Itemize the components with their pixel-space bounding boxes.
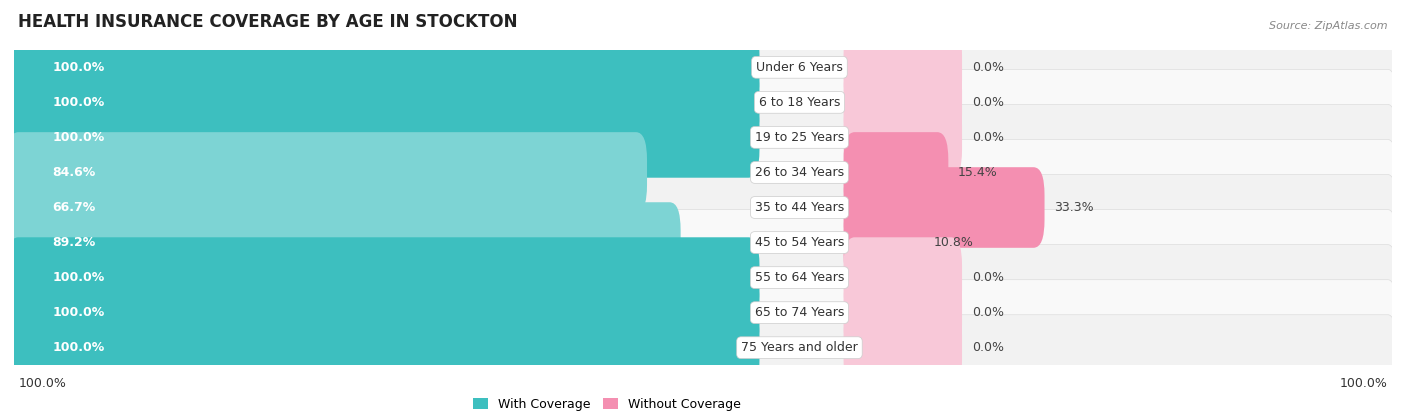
- Text: 100.0%: 100.0%: [52, 131, 105, 144]
- FancyBboxPatch shape: [7, 308, 759, 388]
- Text: 6 to 18 Years: 6 to 18 Years: [759, 96, 841, 109]
- Text: Under 6 Years: Under 6 Years: [756, 61, 842, 74]
- FancyBboxPatch shape: [844, 132, 948, 213]
- FancyBboxPatch shape: [7, 202, 681, 283]
- FancyBboxPatch shape: [7, 27, 759, 107]
- FancyBboxPatch shape: [7, 97, 759, 178]
- Text: HEALTH INSURANCE COVERAGE BY AGE IN STOCKTON: HEALTH INSURANCE COVERAGE BY AGE IN STOC…: [18, 12, 517, 31]
- Text: 15.4%: 15.4%: [957, 166, 998, 179]
- Text: 19 to 25 Years: 19 to 25 Years: [755, 131, 844, 144]
- Text: 89.2%: 89.2%: [52, 236, 96, 249]
- FancyBboxPatch shape: [844, 97, 962, 178]
- FancyBboxPatch shape: [11, 280, 1395, 346]
- FancyBboxPatch shape: [844, 272, 962, 353]
- FancyBboxPatch shape: [7, 272, 759, 353]
- Text: 0.0%: 0.0%: [972, 306, 1004, 319]
- Text: 100.0%: 100.0%: [52, 96, 105, 109]
- Text: 0.0%: 0.0%: [972, 271, 1004, 284]
- Text: 100.0%: 100.0%: [52, 271, 105, 284]
- FancyBboxPatch shape: [844, 62, 962, 143]
- FancyBboxPatch shape: [11, 105, 1395, 170]
- FancyBboxPatch shape: [7, 62, 759, 143]
- FancyBboxPatch shape: [844, 308, 962, 388]
- Text: 100.0%: 100.0%: [52, 306, 105, 319]
- FancyBboxPatch shape: [11, 210, 1395, 276]
- FancyBboxPatch shape: [7, 132, 647, 213]
- Text: 65 to 74 Years: 65 to 74 Years: [755, 306, 844, 319]
- FancyBboxPatch shape: [844, 167, 1045, 248]
- Text: 35 to 44 Years: 35 to 44 Years: [755, 201, 844, 214]
- Legend: With Coverage, Without Coverage: With Coverage, Without Coverage: [468, 393, 745, 415]
- FancyBboxPatch shape: [7, 237, 759, 318]
- Text: 100.0%: 100.0%: [1340, 378, 1388, 391]
- Text: 26 to 34 Years: 26 to 34 Years: [755, 166, 844, 179]
- Text: 0.0%: 0.0%: [972, 131, 1004, 144]
- FancyBboxPatch shape: [11, 69, 1395, 135]
- Text: 100.0%: 100.0%: [18, 378, 66, 391]
- FancyBboxPatch shape: [11, 34, 1395, 100]
- Text: 55 to 64 Years: 55 to 64 Years: [755, 271, 844, 284]
- Text: 33.3%: 33.3%: [1054, 201, 1094, 214]
- Text: 100.0%: 100.0%: [52, 341, 105, 354]
- Text: 100.0%: 100.0%: [52, 61, 105, 74]
- Text: 84.6%: 84.6%: [52, 166, 96, 179]
- Text: 45 to 54 Years: 45 to 54 Years: [755, 236, 844, 249]
- FancyBboxPatch shape: [844, 202, 924, 283]
- FancyBboxPatch shape: [7, 167, 516, 248]
- Text: 66.7%: 66.7%: [52, 201, 96, 214]
- FancyBboxPatch shape: [11, 315, 1395, 381]
- FancyBboxPatch shape: [11, 175, 1395, 240]
- Text: Source: ZipAtlas.com: Source: ZipAtlas.com: [1270, 20, 1388, 31]
- FancyBboxPatch shape: [844, 27, 962, 107]
- Text: 0.0%: 0.0%: [972, 96, 1004, 109]
- Text: 0.0%: 0.0%: [972, 341, 1004, 354]
- FancyBboxPatch shape: [11, 139, 1395, 205]
- FancyBboxPatch shape: [11, 245, 1395, 310]
- Text: 75 Years and older: 75 Years and older: [741, 341, 858, 354]
- Text: 10.8%: 10.8%: [934, 236, 973, 249]
- Text: 0.0%: 0.0%: [972, 61, 1004, 74]
- FancyBboxPatch shape: [844, 237, 962, 318]
